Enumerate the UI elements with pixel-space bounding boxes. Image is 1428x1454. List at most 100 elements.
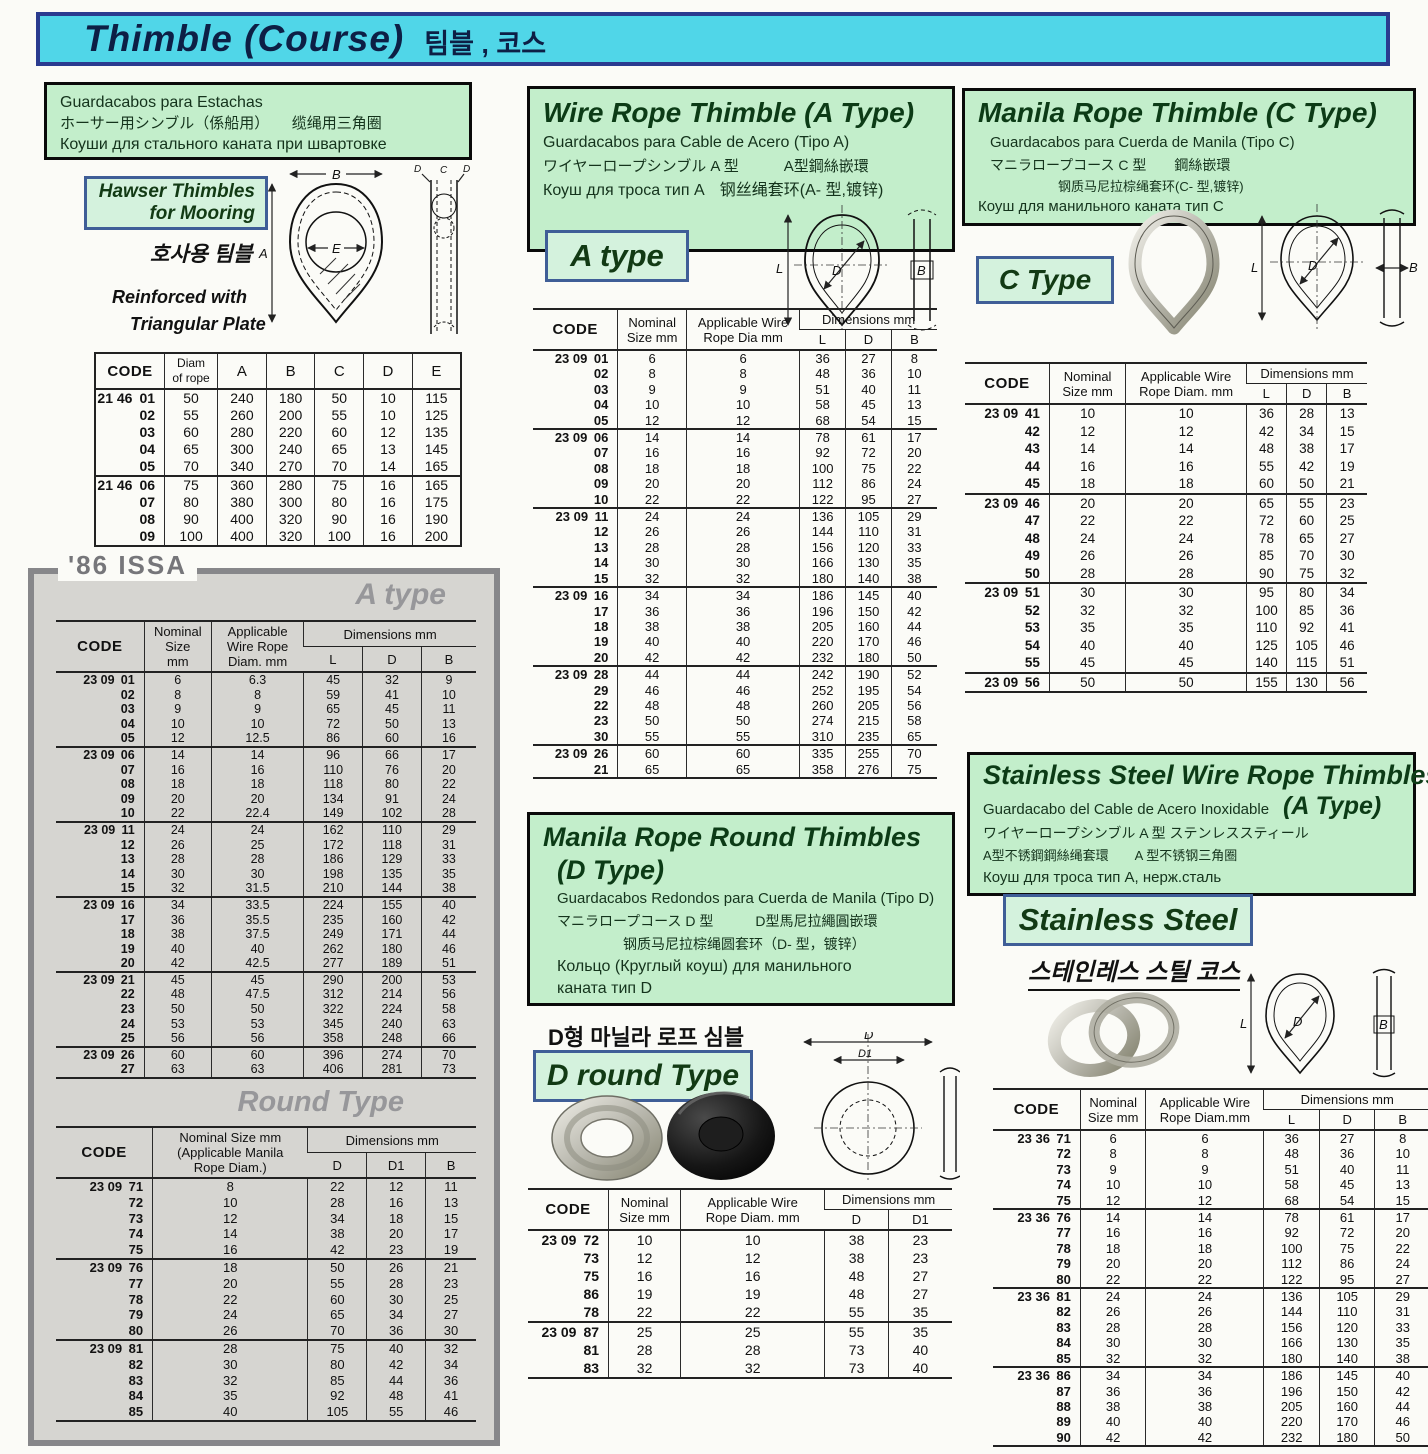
- value-cell: 28: [1145, 1319, 1264, 1336]
- value-cell: 30: [685, 555, 800, 571]
- table-row: 04 65 300 240 65 13 145: [95, 441, 461, 458]
- value-cell: 24: [1125, 529, 1247, 547]
- code-cell: 09: [120, 791, 135, 806]
- table-row: 80 26 70 36 30: [56, 1323, 476, 1340]
- value-cell: 14: [152, 1226, 308, 1243]
- value-cell: 92: [307, 1388, 367, 1405]
- code-cell: 82: [1056, 1304, 1071, 1320]
- value-cell: 15: [1374, 1192, 1428, 1210]
- value-cell: 36: [799, 350, 846, 367]
- d-spanish: Guardacabos Redondos para Cuerda de Mani…: [557, 890, 935, 907]
- value-cell: 46: [617, 682, 687, 698]
- value-cell: 136: [1263, 1287, 1320, 1305]
- col-nominal: Nominal Size mm: [617, 309, 687, 351]
- table-row: 07 80 380 300 80 16 175: [95, 494, 461, 511]
- table-row: 84 35 92 48 41: [56, 1388, 476, 1405]
- value-cell: 25: [1326, 512, 1367, 530]
- value-cell: 32: [1145, 1350, 1264, 1368]
- value-cell: 16: [143, 762, 212, 778]
- table-row: 48 24 24 78 65 27: [965, 529, 1367, 547]
- d-korean-label: D형 마닐라 로프 심블: [548, 1025, 745, 1050]
- value-cell: 155: [1245, 671, 1287, 692]
- value-cell: 33: [1374, 1319, 1428, 1336]
- value-cell: 40: [1079, 1414, 1146, 1430]
- table-row: 02 8 8 48 36 10: [533, 366, 937, 382]
- hawser-korean-label: 호사용 팀블: [150, 243, 253, 266]
- value-cell: 10: [210, 716, 304, 732]
- value-cell: 42: [685, 649, 800, 667]
- stainless-table: CODE Nominal Size mm Applicable Wire Rop…: [993, 1088, 1428, 1448]
- table-row: 19 40 40 262 180 46: [56, 941, 476, 957]
- table-row: 17 36 36 196 150 42: [533, 603, 937, 619]
- value-cell: 92: [1286, 619, 1327, 637]
- value-cell: 14: [143, 745, 212, 763]
- code-cell: 10: [120, 806, 135, 821]
- value-cell: 46: [890, 634, 937, 650]
- value-cell: 34: [617, 586, 687, 604]
- table-row: 55 45 45 140 115 51: [965, 654, 1367, 673]
- value-cell: 11: [890, 381, 937, 398]
- value-cell: 40: [1125, 636, 1247, 654]
- table-row: 03 9 9 65 45 11: [56, 702, 476, 717]
- value-cell: 40: [1145, 1414, 1264, 1430]
- value-cell: 86: [303, 731, 363, 747]
- table-row: 52 32 32 100 85 36: [965, 601, 1367, 619]
- value-cell: 100: [799, 460, 846, 477]
- value-cell: 24: [617, 507, 687, 525]
- ss-diagram: L D B: [1240, 968, 1396, 1078]
- reinforced-line1: Reinforced with: [112, 287, 248, 307]
- value-cell: 17: [425, 1226, 476, 1243]
- table-row: 23 09 71 8 22 12 11: [56, 1178, 476, 1195]
- value-cell: 105: [1318, 1287, 1375, 1305]
- value-cell: 50: [1374, 1429, 1428, 1447]
- value-cell: 300: [217, 441, 267, 458]
- value-cell: 144: [1263, 1304, 1320, 1320]
- value-cell: 58: [420, 1002, 476, 1017]
- value-cell: 122: [799, 491, 846, 509]
- value-cell: 23: [1326, 492, 1367, 512]
- value-cell: 26: [617, 524, 687, 540]
- value-cell: 35: [1048, 619, 1126, 637]
- value-cell: 10: [1048, 404, 1126, 423]
- value-cell: 27: [890, 491, 937, 509]
- round-type-heading: Round Type: [237, 1086, 404, 1118]
- code-cell: 85: [128, 1404, 144, 1420]
- value-cell: 36: [845, 366, 892, 382]
- value-cell: 30: [210, 866, 304, 882]
- value-cell: 20: [1048, 492, 1126, 512]
- code-cell: 82: [128, 1356, 144, 1372]
- value-cell: 18: [143, 777, 212, 792]
- dim-d-label: D: [864, 1032, 873, 1042]
- table-row: 44 16 16 55 42 19: [965, 457, 1367, 475]
- code-cell: 80: [128, 1323, 144, 1339]
- table-row: 13 28 28 186 129 33: [56, 852, 476, 867]
- code-cell: 10: [593, 491, 609, 507]
- table-row: 82 30 80 42 34: [56, 1356, 476, 1373]
- value-cell: 34: [143, 895, 212, 913]
- code-cell: 23 09 16: [533, 586, 618, 604]
- value-cell: 10: [1374, 1146, 1428, 1162]
- value-cell: 51: [799, 381, 846, 398]
- table-row: 10 22 22.4 149 102 28: [56, 806, 476, 822]
- code-cell: 03: [593, 381, 609, 397]
- value-cell: 42: [1145, 1429, 1264, 1447]
- col-d: D: [845, 329, 892, 351]
- ss-japanese: ワイヤーロープシンブル A 型 ステンレススティール: [983, 825, 1309, 841]
- value-cell: 290: [303, 970, 363, 988]
- code-cell: 13: [120, 852, 135, 867]
- value-cell: 8: [1145, 1146, 1264, 1162]
- value-cell: 335: [799, 744, 846, 762]
- ss-korean-label: 스테인레스 스틸 코스: [1028, 952, 1241, 991]
- value-cell: 165: [411, 458, 461, 476]
- value-cell: 10: [152, 1194, 308, 1211]
- value-cell: 260: [217, 407, 267, 424]
- table-row: 72 10 28 16 13: [56, 1194, 476, 1211]
- value-cell: 6: [685, 350, 800, 367]
- value-cell: 22: [152, 1291, 308, 1308]
- value-cell: 12: [143, 731, 212, 747]
- code-cell: 23 09 21: [56, 970, 145, 988]
- value-cell: 44: [890, 618, 937, 635]
- value-cell: 40: [1048, 636, 1126, 654]
- hawser-label-line2: for Mooring: [149, 203, 255, 224]
- value-cell: 40: [1318, 1161, 1375, 1178]
